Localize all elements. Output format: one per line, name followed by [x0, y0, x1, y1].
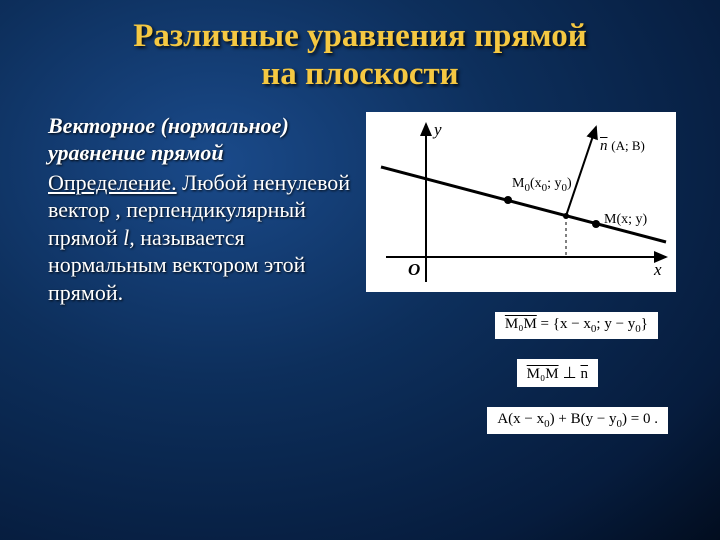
definition-text: Определение. Любой ненулевой вектор , пе… — [48, 169, 358, 307]
x-axis-label: x — [654, 260, 662, 280]
formula-2-row: M₀M ⊥ n — [366, 359, 688, 387]
n-vector-label: n (A; B) — [600, 138, 645, 155]
m-label: M(x; y) — [604, 212, 647, 228]
m0-label: M0(x0; y0) — [512, 176, 572, 194]
formula-2: M₀M ⊥ n — [517, 359, 598, 387]
definition-label: Определение. — [48, 170, 177, 195]
formula-1: M₀M = {x − x0; y − y0} — [495, 312, 658, 339]
point-n-base — [563, 213, 569, 219]
formula-1-row: M₀M = {x − x0; y − y0} — [366, 312, 688, 339]
slide-title: Различные уравнения прямой на плоскости — [0, 0, 720, 102]
origin-label: O — [408, 260, 420, 280]
figure-column: y x O n (A; B) M0(x0; y0) M(x; y) M₀M = … — [358, 112, 688, 434]
normal-vector — [566, 127, 596, 216]
title-line2: на плоскости — [261, 56, 458, 92]
subheading: Векторное (нормальное) уравнение прямой — [48, 112, 358, 167]
point-m0 — [504, 196, 512, 204]
formula-3: A(x − x0) + B(y − y0) = 0 . — [487, 407, 668, 434]
text-column: Векторное (нормальное) уравнение прямой … — [48, 112, 358, 434]
content-area: Векторное (нормальное) уравнение прямой … — [0, 102, 720, 434]
y-axis-label: y — [434, 120, 442, 140]
coordinate-diagram: y x O n (A; B) M0(x0; y0) M(x; y) — [366, 112, 676, 292]
formula-3-row: A(x − x0) + B(y − y0) = 0 . — [366, 407, 688, 434]
title-line1: Различные уравнения прямой — [133, 18, 586, 54]
point-m — [592, 220, 600, 228]
